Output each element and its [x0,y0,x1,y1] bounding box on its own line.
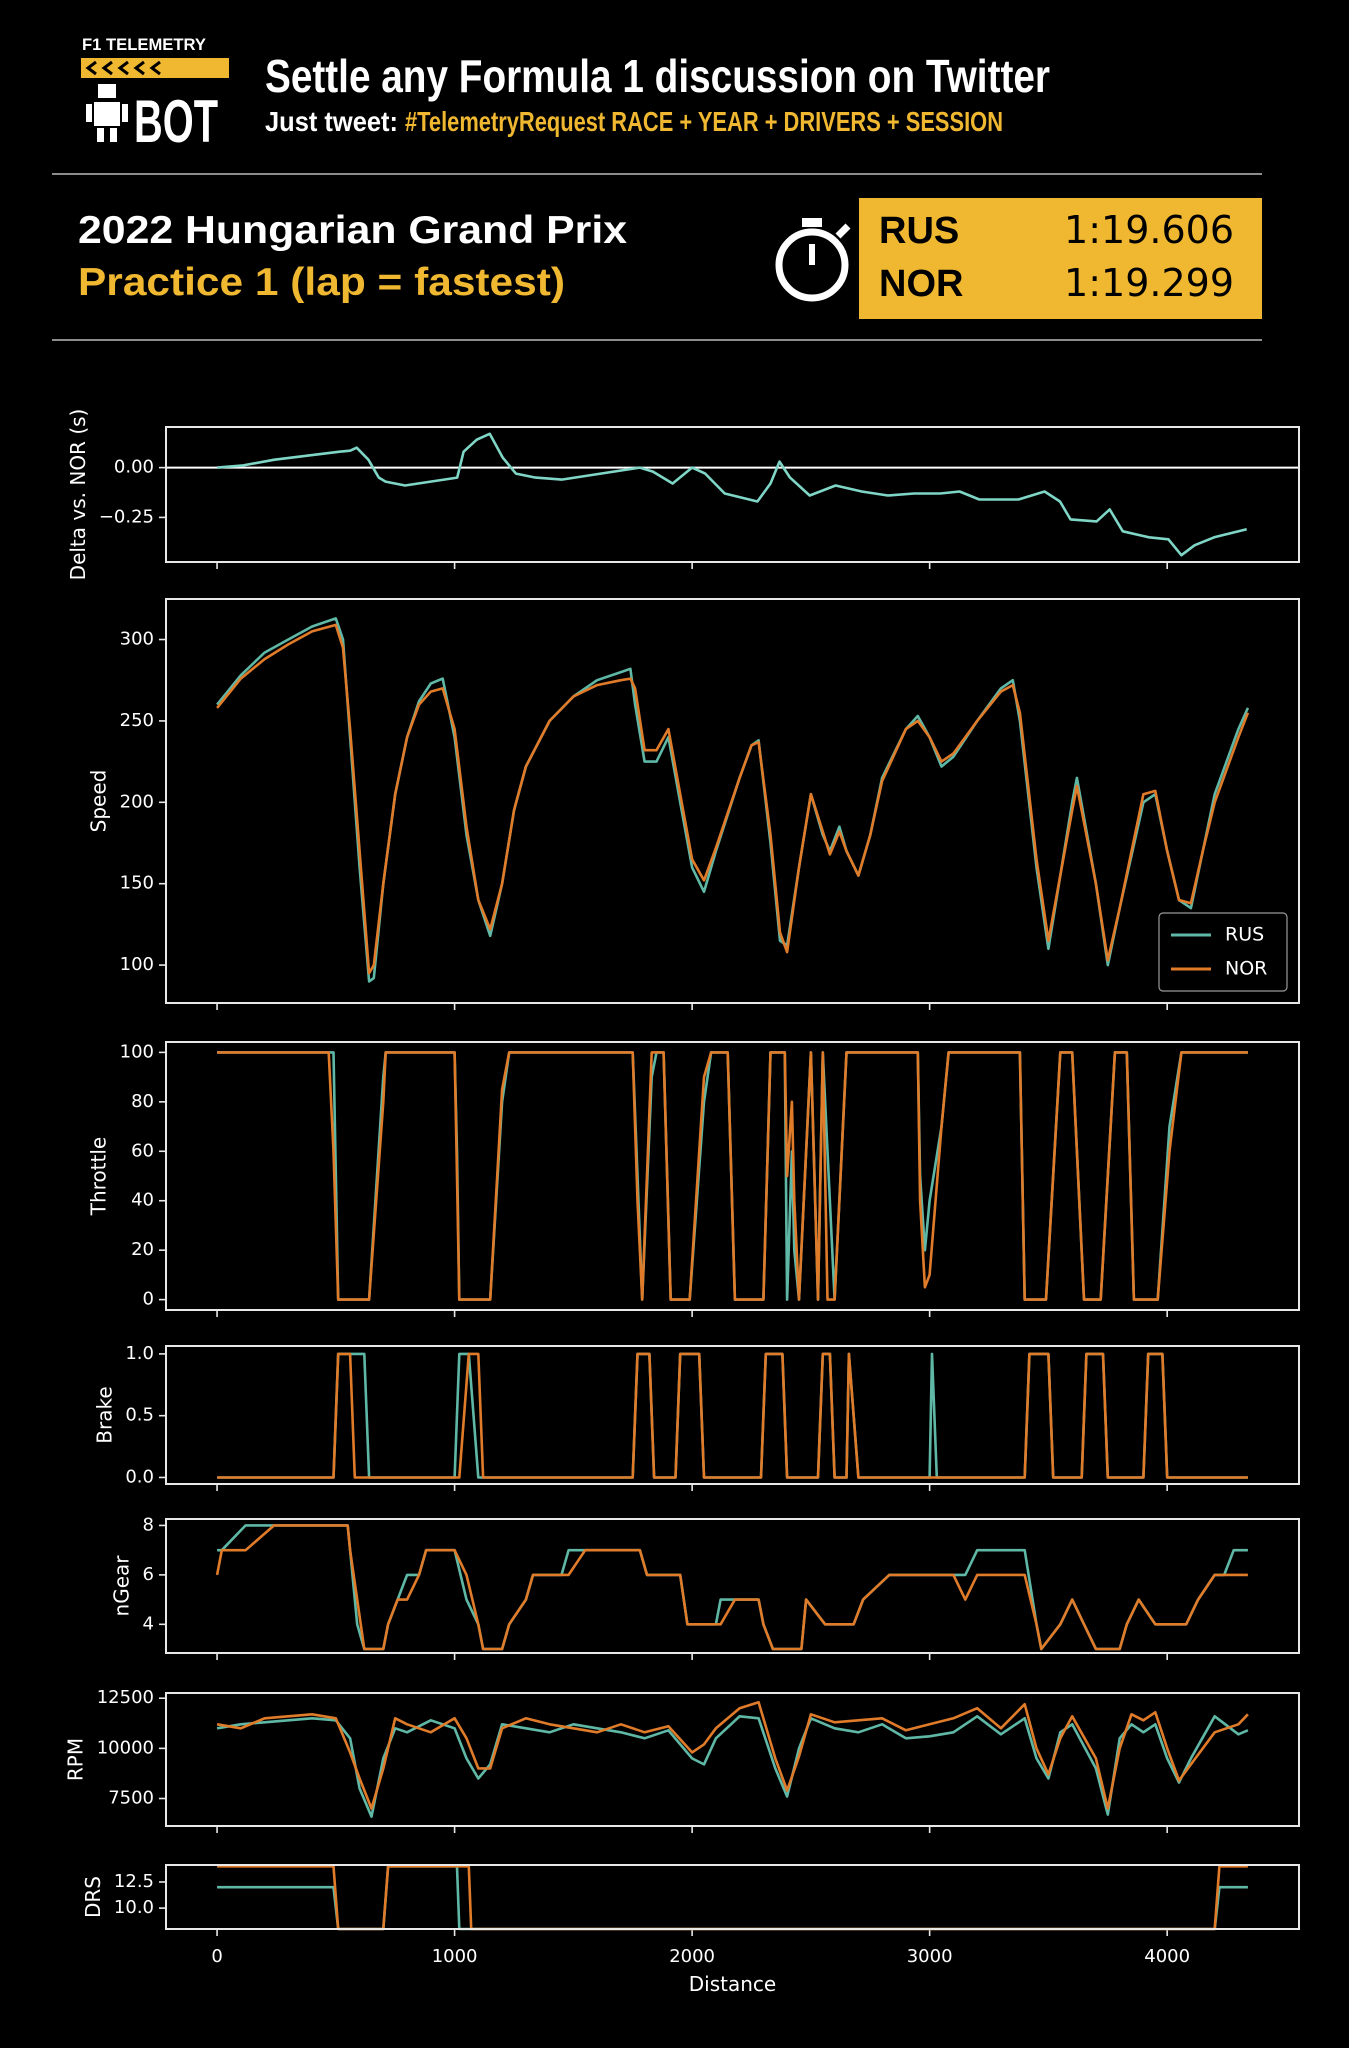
logo-bottom: BOT [134,88,218,155]
robot-arm [86,104,92,122]
data-line [216,432,1248,557]
x-axis-label: Distance [689,1972,776,1996]
stopwatch-icon [775,218,851,302]
data-line [217,1865,1248,1931]
y-tick-label: 0.5 [125,1405,154,1426]
y-tick-label: 1.0 [125,1343,154,1364]
x-tick-label: 3000 [907,1946,953,1967]
y-axis-label: DRS [81,1876,105,1918]
y-tick-label: 0 [143,1289,154,1310]
header-title: Settle any Formula 1 discussion on Twitt… [265,50,1050,102]
y-axis-label: RPM [64,1738,88,1781]
y-axis-label: Brake [92,1386,116,1443]
legend-label: RUS [1225,924,1264,946]
legend-label: NOR [1225,958,1267,980]
robot-body [94,102,120,126]
y-tick-label: 300 [120,629,154,650]
subplot: 10.0 12.5 0 1000 2000 3000 4000 Distance DRS [81,1864,1300,1996]
robot-arm [122,104,128,122]
header-subtitle-prefix: Just tweet: [265,106,398,137]
y-tick-label: 150 [120,873,154,894]
y-tick-label: 100 [120,1041,154,1062]
x-tick-label: 2000 [669,1946,715,1967]
robot-leg [110,128,117,142]
lap-time: 1:19.606 [1064,208,1234,252]
y-tick-label: 200 [120,791,154,812]
y-tick-label: 0.0 [125,1466,154,1487]
y-tick-label: 8 [143,1514,154,1535]
y-tick-label: 12.5 [114,1871,154,1892]
data-line [215,1524,1248,1651]
y-tick-label: 60 [131,1140,154,1161]
lap-time-box [859,198,1262,319]
robot-head [98,84,116,98]
axes-frame [165,598,1300,1004]
x-tick-label: 4000 [1144,1946,1190,1967]
axes-frame [165,1345,1300,1485]
axes-frame [165,1692,1300,1827]
y-axis-label: Speed [87,770,111,833]
driver-name: NOR [879,263,963,305]
y-tick-label: 80 [131,1091,154,1112]
y-tick-label: 4 [143,1613,154,1634]
y-axis-label: Throttle [87,1137,111,1216]
y-tick-label: 250 [120,710,154,731]
logo-top: F1 TELEMETRY [82,35,207,54]
driver-name: RUS [879,210,959,252]
y-tick-label: 20 [131,1239,154,1260]
logo-chevrons [85,60,161,76]
axes-frame [165,426,1300,563]
x-tick-label: 0 [211,1946,222,1967]
subplot: 0.0 0.5 1.0 Brake [92,1343,1300,1491]
subplot: 4 6 8 nGear [110,1514,1300,1660]
data-line [216,623,1250,975]
axes-frame [165,1041,1300,1311]
data-line [216,1700,1249,1810]
y-tick-label: 100 [120,954,154,975]
lap-time: 1:19.299 [1064,261,1234,305]
data-line [217,1051,1248,1301]
subplot: 0 20 40 60 80 100 Throttle [87,1041,1300,1317]
y-tick-label: 0.00 [114,457,154,478]
y-tick-label: 40 [131,1190,154,1211]
subplot: 0.00 −0.25 Delta vs. NOR (s) [66,409,1300,581]
event-title: 2022 Hungarian Grand Prix [78,209,627,252]
y-tick-label: 6 [143,1564,154,1585]
x-tick-label: 1000 [432,1946,478,1967]
y-axis-label: nGear [110,1555,134,1617]
subplot: 100 150 200 250 300 Speed RUS NOR [87,598,1300,1010]
y-tick-label: 12500 [97,1687,154,1708]
axes-frame [165,1518,1300,1654]
header-request: #TelemetryRequest RACE + YEAR + DRIVERS … [405,106,1003,137]
y-axis-label: Delta vs. NOR (s) [66,409,90,581]
legend: RUS NOR [1158,912,1288,992]
data-line [217,1352,1248,1479]
session-title: Practice 1 (lap = fastest) [78,261,565,304]
y-tick-label: 7500 [108,1788,154,1809]
subplot: 7500 10000 12500 RPM [64,1687,1300,1833]
robot-leg [97,128,104,142]
logo: F1 TELEMETRY BOT [81,35,229,155]
y-tick-label: 10000 [97,1737,154,1758]
axes-frame [165,1864,1300,1930]
y-tick-label: −0.25 [99,506,154,527]
legend-box [1158,912,1288,992]
y-tick-label: 10.0 [114,1897,154,1918]
logo-bar [81,58,229,78]
